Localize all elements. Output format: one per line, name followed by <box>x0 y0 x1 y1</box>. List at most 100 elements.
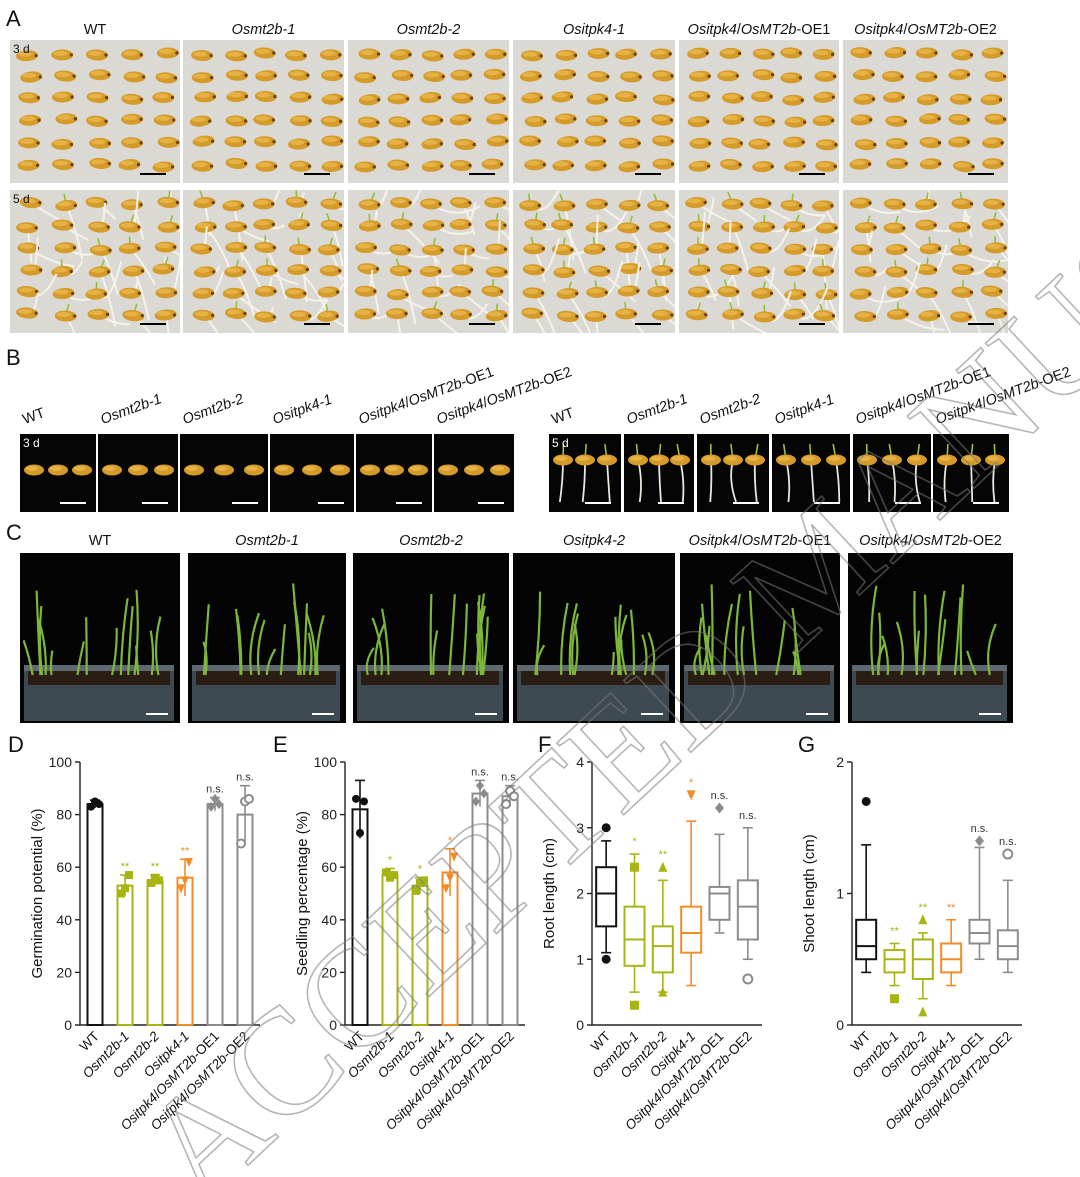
outlier-point <box>630 1000 639 1010</box>
significance-label: n.s. <box>999 836 1017 848</box>
outlier-point <box>630 862 639 872</box>
outlier-point <box>442 884 450 894</box>
outlier-point <box>215 799 223 810</box>
pot-photo <box>353 553 509 723</box>
scale-bar <box>140 323 166 325</box>
pot-photo <box>848 553 1013 723</box>
germination-potential-chart: D 0 20 40 60 80 100 Germination potential (%) **… <box>8 732 260 1133</box>
box-plot: ** <box>911 902 934 1017</box>
bar-group: n.s. <box>206 784 224 1026</box>
y-tick-label: 2 <box>836 754 844 770</box>
box-plot: n.s. <box>708 790 731 934</box>
y-axis-label: Root length (cm) <box>541 838 558 949</box>
significance-label: n.s. <box>236 772 254 784</box>
outlier-point <box>480 788 488 799</box>
day-label: 5 d <box>13 192 30 206</box>
scale-bar <box>635 323 661 325</box>
outlier-point <box>382 868 390 877</box>
y-tick-label: 0 <box>576 1017 584 1033</box>
outlier-point <box>244 793 254 804</box>
outlier-point <box>356 829 364 838</box>
outlier-point <box>975 835 984 847</box>
bar <box>116 884 134 1026</box>
bar-group: ** <box>176 845 194 1026</box>
outlier-point <box>412 886 420 895</box>
box-plot: * <box>623 836 646 1010</box>
panel-letter: E <box>273 732 288 757</box>
outlier-point <box>420 876 428 885</box>
scale-bar <box>641 713 663 715</box>
significance-label: n.s. <box>206 784 224 796</box>
day-label: 5 d <box>552 436 569 450</box>
panel-b-label: WT <box>549 405 577 428</box>
panel-c-label: Ositpk4/OsMT2b-OE1 <box>688 533 832 549</box>
panel-a-label: Ositpk4-1 <box>562 22 626 38</box>
panel-b-label: Osmt2b-1 <box>98 391 164 428</box>
panel-letter: D <box>8 732 24 757</box>
outlier-point <box>446 873 454 883</box>
seedling-photo <box>772 434 850 512</box>
seedling-photo <box>624 434 694 512</box>
y-tick-label: 1 <box>576 951 584 967</box>
panel-letter: G <box>798 732 815 757</box>
y-tick-label: 1 <box>836 886 844 902</box>
day-label: 3 d <box>23 436 40 450</box>
pot-photo <box>188 553 346 723</box>
box <box>996 929 1019 961</box>
y-tick-label: 100 <box>49 754 73 770</box>
seed-photo-5d <box>183 190 344 333</box>
outlier-point <box>601 954 611 964</box>
panel-c-label: Osmt2b-1 <box>235 533 299 549</box>
panel-letter: F <box>538 732 551 757</box>
box-plot: ** <box>883 925 906 1004</box>
scale-bar <box>658 502 684 504</box>
outlier-point <box>715 802 724 814</box>
scale-bar <box>475 713 497 715</box>
outlier-point <box>450 852 458 862</box>
outlier-point <box>509 791 519 802</box>
y-tick-label: 0 <box>329 1017 337 1033</box>
pot-photo <box>20 553 180 723</box>
outlier-point <box>147 878 155 887</box>
outlier-point <box>121 884 129 893</box>
outlier-point <box>95 800 103 809</box>
outlier-point <box>211 793 219 804</box>
scale-bar <box>232 502 258 504</box>
y-tick-label: 3 <box>576 820 584 836</box>
bar-group: ** <box>116 861 134 1026</box>
panel-b-label: Osmt2b-1 <box>624 391 690 428</box>
outlier-point <box>861 796 871 806</box>
significance-label: * <box>388 855 393 867</box>
scale-bar <box>312 713 334 715</box>
y-tick-label: 100 <box>314 754 338 770</box>
seedling-percentage-chart: E 0 20 40 60 80 100 Seedling percentage (%) * * * n… <box>273 732 525 1133</box>
significance-label: * <box>632 836 637 848</box>
panel-a-label: Ositpk4/OsMT2b-OE2 <box>854 22 997 38</box>
box-plot: ** <box>651 849 674 997</box>
y-tick-label: 80 <box>321 807 337 823</box>
scale-bar <box>799 173 825 175</box>
box-plot <box>595 823 618 964</box>
bar-group: * <box>411 864 429 1026</box>
y-tick-label: 40 <box>321 912 337 928</box>
panel-b-label: Ositpk4-1 <box>270 391 335 428</box>
box-plot: n.s. <box>736 810 759 985</box>
scale-bar <box>895 502 921 504</box>
outlier-point <box>658 861 668 872</box>
scale-bar <box>146 713 168 715</box>
seed-photo-5d: 5 d <box>10 190 180 333</box>
y-tick-label: 0 <box>836 1017 844 1033</box>
scale-bar <box>318 502 344 504</box>
scale-bar <box>304 173 330 175</box>
seed-photo-5d <box>679 190 839 333</box>
panel-c-label: WT <box>88 533 112 549</box>
scale-bar <box>635 173 661 175</box>
scale-bar <box>478 502 504 504</box>
seed-photo-5d <box>843 190 1008 333</box>
y-axis-label: Germination potential (%) <box>29 808 46 978</box>
panel-letter-c: C <box>6 520 22 545</box>
outlier-point <box>501 799 511 810</box>
scale-bar <box>304 323 330 325</box>
pot-photo <box>513 553 675 723</box>
